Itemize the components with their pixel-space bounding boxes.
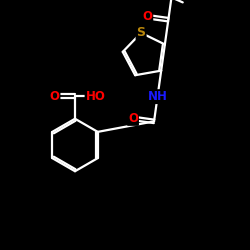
Text: O: O <box>142 10 152 23</box>
Text: NH: NH <box>148 90 168 103</box>
Text: O: O <box>128 112 138 125</box>
Text: HO: HO <box>86 90 105 103</box>
Text: O: O <box>50 90 59 103</box>
Text: S: S <box>136 26 145 39</box>
